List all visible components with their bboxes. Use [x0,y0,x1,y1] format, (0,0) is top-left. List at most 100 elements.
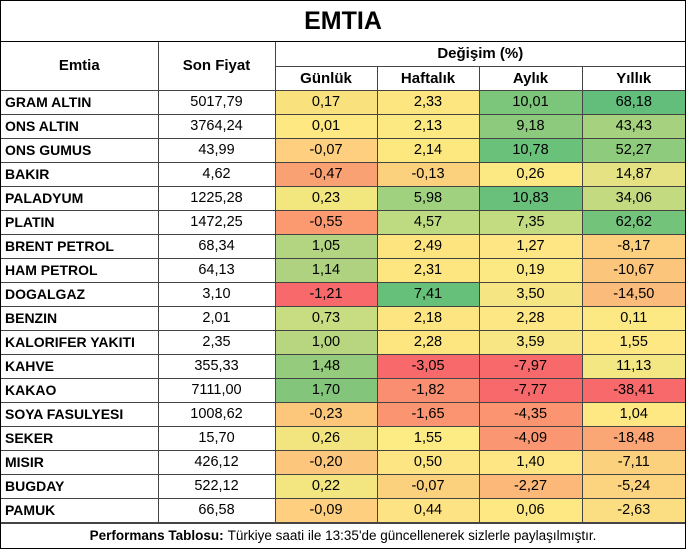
commodity-name: BAKIR [1,161,159,187]
commodity-name: KAHVE [1,353,159,379]
last-price: 3,10 [157,281,276,307]
monthly-change: -2,27 [478,473,583,499]
yearly-change: 11,13 [581,353,686,379]
last-price: 2,01 [157,305,276,331]
last-price: 64,13 [157,257,276,283]
header-commodity: Emtia [1,42,159,91]
weekly-change: 2,49 [376,233,480,259]
table-row: DOGALGAZ 3,10 -1,21 7,41 3,50 -14,50 [1,281,686,307]
table-row: BAKIR 4,62 -0,47 -0,13 0,26 14,87 [1,161,686,187]
daily-change: 0,26 [274,425,378,451]
weekly-change: -1,65 [376,401,480,427]
monthly-change: 3,59 [478,329,583,355]
table-row: BUGDAY 522,12 0,22 -0,07 -2,27 -5,24 [1,473,686,499]
commodity-name: KAKAO [1,377,159,403]
table-row: KAHVE 355,33 1,48 -3,05 -7,97 11,13 [1,353,686,379]
commodity-name: GRAM ALTIN [1,89,159,115]
commodity-table: Emtia Son Fiyat Değişim (%) Günlük Hafta… [1,42,686,523]
table-row: ONS ALTIN 3764,24 0,01 2,13 9,18 43,43 [1,113,686,139]
daily-change: -0,47 [274,161,378,187]
daily-change: 1,70 [274,377,378,403]
header-monthly: Aylık [478,65,583,91]
daily-change: 1,00 [274,329,378,355]
commodity-name: SEKER [1,425,159,451]
yearly-change: -10,67 [581,257,686,283]
table-row: PALADYUM 1225,28 0,23 5,98 10,83 34,06 [1,185,686,211]
table-row: SEKER 15,70 0,26 1,55 -4,09 -18,48 [1,425,686,451]
last-price: 1008,62 [157,401,276,427]
weekly-change: 2,31 [376,257,480,283]
yearly-change: 52,27 [581,137,686,163]
daily-change: 0,73 [274,305,378,331]
commodity-name: PAMUK [1,497,159,523]
monthly-change: -4,35 [478,401,583,427]
weekly-change: 4,57 [376,209,480,235]
weekly-change: -1,82 [376,377,480,403]
weekly-change: 0,50 [376,449,480,475]
daily-change: 0,22 [274,473,378,499]
daily-change: -0,55 [274,209,378,235]
monthly-change: 1,40 [478,449,583,475]
commodity-name: HAM PETROL [1,257,159,283]
last-price: 3764,24 [157,113,276,139]
header-last-price: Son Fiyat [157,42,276,91]
monthly-change: 3,50 [478,281,583,307]
weekly-change: 1,55 [376,425,480,451]
monthly-change: 10,78 [478,137,583,163]
last-price: 7111,00 [157,377,276,403]
table-body: GRAM ALTIN 5017,79 0,17 2,33 10,01 68,18 ONS A… [1,89,686,523]
daily-change: 1,14 [274,257,378,283]
commodity-name: BENZIN [1,305,159,331]
weekly-change: 2,14 [376,137,480,163]
weekly-change: 2,18 [376,305,480,331]
yearly-change: -8,17 [581,233,686,259]
yearly-change: 34,06 [581,185,686,211]
yearly-change: -18,48 [581,425,686,451]
last-price: 15,70 [157,425,276,451]
daily-change: -0,07 [274,137,378,163]
weekly-change: 2,33 [376,89,480,115]
last-price: 66,58 [157,497,276,523]
yearly-change: -38,41 [581,377,686,403]
last-price: 1225,28 [157,185,276,211]
weekly-change: 2,28 [376,329,480,355]
weekly-change: 7,41 [376,281,480,307]
last-price: 522,12 [157,473,276,499]
footer-text: Türkiye saati ile 13:35'de güncellenerek… [227,528,597,543]
table-row: KAKAO 7111,00 1,70 -1,82 -7,77 -38,41 [1,377,686,403]
commodity-name: ONS GUMUS [1,137,159,163]
monthly-change: 10,01 [478,89,583,115]
commodity-name: DOGALGAZ [1,281,159,307]
weekly-change: -0,07 [376,473,480,499]
monthly-change: 7,35 [478,209,583,235]
monthly-change: 0,19 [478,257,583,283]
commodity-name: MISIR [1,449,159,475]
daily-change: 0,01 [274,113,378,139]
commodity-name: PALADYUM [1,185,159,211]
last-price: 355,33 [157,353,276,379]
yearly-change: -14,50 [581,281,686,307]
yearly-change: -7,11 [581,449,686,475]
header-weekly: Haftalık [376,65,480,91]
table-row: BRENT PETROL 68,34 1,05 2,49 1,27 -8,17 [1,233,686,259]
table-row: HAM PETROL 64,13 1,14 2,31 0,19 -10,67 [1,257,686,283]
table-row: KALORIFER YAKITI 2,35 1,00 2,28 3,59 1,55 [1,329,686,355]
table-row: SOYA FASULYESI 1008,62 -0,23 -1,65 -4,35 1,04 [1,401,686,427]
daily-change: 0,23 [274,185,378,211]
yearly-change: -5,24 [581,473,686,499]
last-price: 5017,79 [157,89,276,115]
weekly-change: 2,13 [376,113,480,139]
daily-change: -1,21 [274,281,378,307]
commodity-name: BRENT PETROL [1,233,159,259]
last-price: 68,34 [157,233,276,259]
commodity-name: ONS ALTIN [1,113,159,139]
table-row: MISIR 426,12 -0,20 0,50 1,40 -7,11 [1,449,686,475]
commodity-name: SOYA FASULYESI [1,401,159,427]
yearly-change: 1,55 [581,329,686,355]
commodity-name: BUGDAY [1,473,159,499]
last-price: 1472,25 [157,209,276,235]
daily-change: -0,09 [274,497,378,523]
daily-change: 1,48 [274,353,378,379]
yearly-change: -2,63 [581,497,686,523]
